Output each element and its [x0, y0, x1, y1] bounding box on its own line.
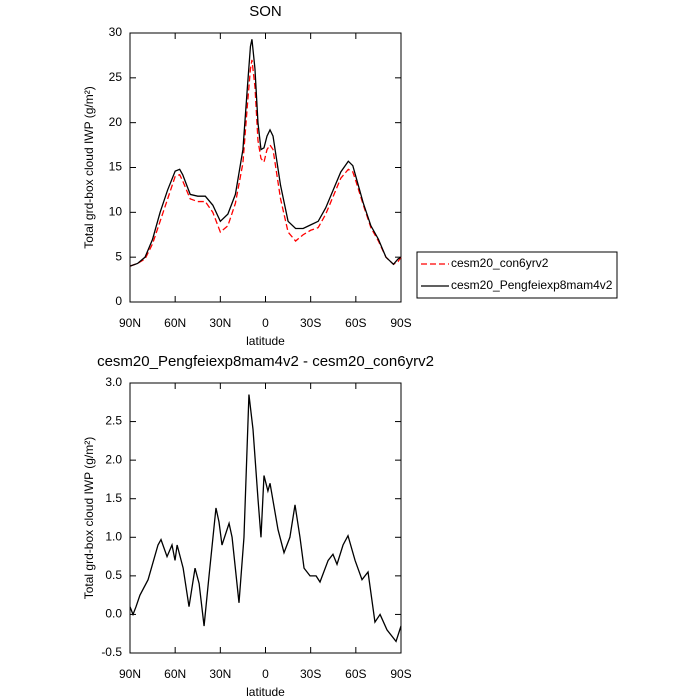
x-tick-label: 0 — [262, 316, 269, 330]
x-tick-label: 90S — [390, 667, 411, 681]
y-tick-label: 25 — [109, 70, 123, 84]
y-tick-label: 2.5 — [105, 414, 122, 428]
plot-frame — [129, 382, 402, 654]
x-tick-label: 30S — [300, 316, 321, 330]
y-tick-label: 10 — [109, 205, 123, 219]
x-tick-label: 60S — [345, 316, 366, 330]
y-tick-label: 1.5 — [105, 491, 122, 505]
line-series — [129, 394, 402, 643]
y-tick-label: 3.0 — [105, 375, 122, 389]
legend-label: cesm20_Pengfeiexp8mam4v2 — [451, 278, 613, 292]
x-tick-label: 60S — [345, 667, 366, 681]
chart-title: cesm20_Pengfeiexp8mam4v2 - cesm20_con6yr… — [97, 353, 434, 370]
line-series — [129, 59, 402, 267]
x-tick-label: 30N — [209, 316, 231, 330]
x-tick-label: 90N — [119, 316, 141, 330]
line-series — [129, 39, 402, 267]
y-tick-label: 2.0 — [105, 452, 122, 466]
x-tick-label: 60N — [164, 316, 186, 330]
y-tick-label: 5 — [115, 249, 122, 263]
x-tick-label: 0 — [262, 667, 269, 681]
y-tick-label: 0.0 — [105, 607, 122, 621]
x-axis-label: latitude — [246, 685, 285, 699]
y-tick-label: 0 — [115, 294, 122, 308]
y-axis-label: Total grd-box cloud IWP (g/m²) — [82, 437, 96, 600]
x-tick-label: 90S — [390, 316, 411, 330]
y-tick-label: -0.5 — [101, 645, 122, 659]
chart-title: SON — [249, 3, 282, 20]
y-tick-label: 0.5 — [105, 568, 122, 582]
y-axis-label: Total grd-box cloud IWP (g/m²) — [82, 86, 96, 249]
legend-label: cesm20_con6yrv2 — [451, 256, 549, 270]
y-tick-label: 20 — [109, 115, 123, 129]
x-tick-label: 90N — [119, 667, 141, 681]
y-tick-label: 30 — [109, 25, 123, 39]
x-tick-label: 30N — [209, 667, 231, 681]
x-tick-label: 60N — [164, 667, 186, 681]
x-tick-label: 30S — [300, 667, 321, 681]
plot-frame — [129, 32, 402, 303]
legend-box — [416, 251, 618, 299]
y-tick-label: 1.0 — [105, 529, 122, 543]
x-axis-label: latitude — [246, 334, 285, 348]
y-tick-label: 15 — [109, 160, 123, 174]
